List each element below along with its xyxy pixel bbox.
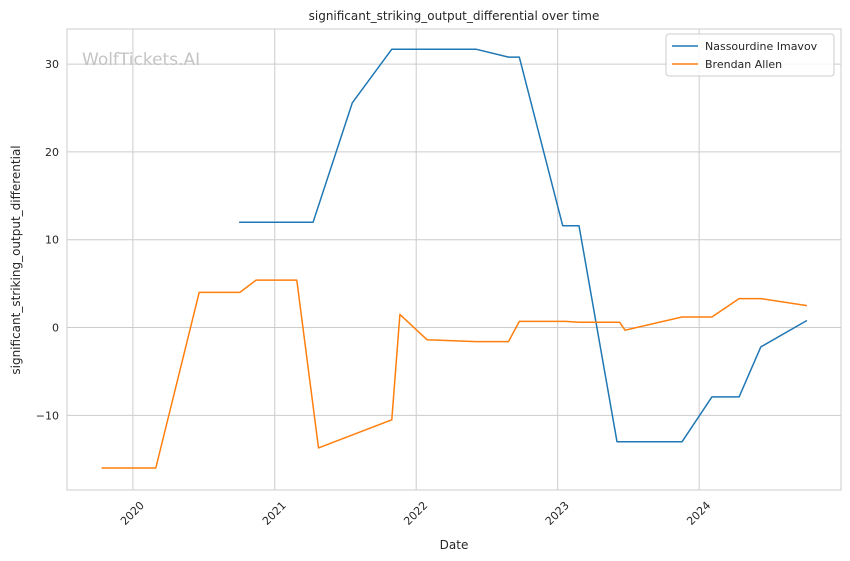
legend-label-brendan-allen: Brendan Allen [705,58,782,71]
y-tick-label: 0 [52,322,59,335]
y-tick-label: 10 [45,234,59,247]
plot-frame [66,28,842,491]
y-axis-label: significant_striking_output_differential [9,145,23,374]
legend-box [665,33,835,77]
watermark-text: WolfTickets.AI [82,50,200,70]
chart-title: significant_striking_output_differential… [309,9,600,23]
series-line-brendan-allen [101,279,808,469]
legend: Nassourdine Imavov Brendan Allen [665,33,835,77]
x-axis-label: Date [440,538,469,552]
y-tick-label: 30 [45,58,59,71]
y-tick-label: −10 [36,409,59,422]
legend-label-nassourdine-imavov: Nassourdine Imavov [705,40,818,53]
series-layer [101,48,808,469]
y-tick-label: 20 [45,146,59,159]
y-axis-ticks: −10 0 10 20 30 [36,58,59,422]
series-line-nassourdine-imavov [239,48,808,443]
